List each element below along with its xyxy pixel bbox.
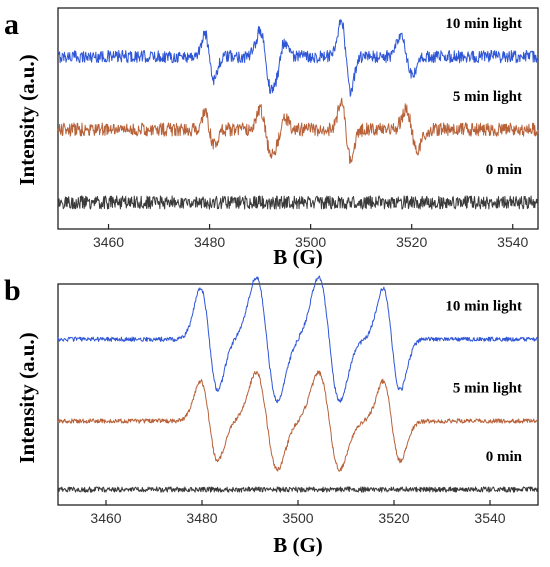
series-label-10-min-light: 10 min light xyxy=(445,299,522,315)
series-line-10-min-light xyxy=(57,275,539,404)
x-tick-label-3500: 3500 xyxy=(295,234,326,250)
y-axis-title-b: Intensity (a.u.) xyxy=(15,332,39,463)
series-label-0-min: 0 min xyxy=(486,162,523,178)
x-tick-label-3480: 3480 xyxy=(194,234,225,250)
x-tick-label-3520: 3520 xyxy=(396,234,427,250)
series-label-0-min: 0 min xyxy=(486,449,523,465)
x-axis-title-a: B (G) xyxy=(273,245,323,269)
x-tick-label-3500: 3500 xyxy=(282,510,313,526)
series-layer-b: 10 min light 5 min light 0 min xyxy=(57,275,539,493)
y-axis-title-a: Intensity (a.u.) xyxy=(15,54,39,185)
series-label-10-min-light: 10 min light xyxy=(445,16,522,32)
series-layer-a: 10 min light 5 min light 0 min xyxy=(57,16,539,210)
series-line-0-min xyxy=(57,195,539,210)
series-line-5-min-light xyxy=(57,97,539,165)
x-tick-label-3480: 3480 xyxy=(186,510,217,526)
x-tick-label-3540: 3540 xyxy=(474,510,505,526)
x-ticks-b: 3460 3480 3500 3520 3540 xyxy=(90,500,506,526)
series-line-5-min-light xyxy=(57,370,539,472)
panel-letter-a: a xyxy=(4,8,19,41)
x-ticks-a: 3460 3480 3500 3520 3540 xyxy=(93,224,529,250)
series-line-10-min-light xyxy=(57,19,539,97)
x-tick-label-3520: 3520 xyxy=(378,510,409,526)
series-label-5-min-light: 5 min light xyxy=(453,89,522,105)
x-tick-label-3540: 3540 xyxy=(497,234,528,250)
series-label-5-min-light: 5 min light xyxy=(453,380,522,396)
x-tick-label-3460: 3460 xyxy=(93,234,124,250)
panel-letter-b: b xyxy=(4,274,21,307)
series-line-0-min xyxy=(57,486,539,493)
x-axis-title-b: B (G) xyxy=(273,533,323,557)
x-tick-label-3460: 3460 xyxy=(90,510,121,526)
plot-frame-a xyxy=(57,7,539,230)
